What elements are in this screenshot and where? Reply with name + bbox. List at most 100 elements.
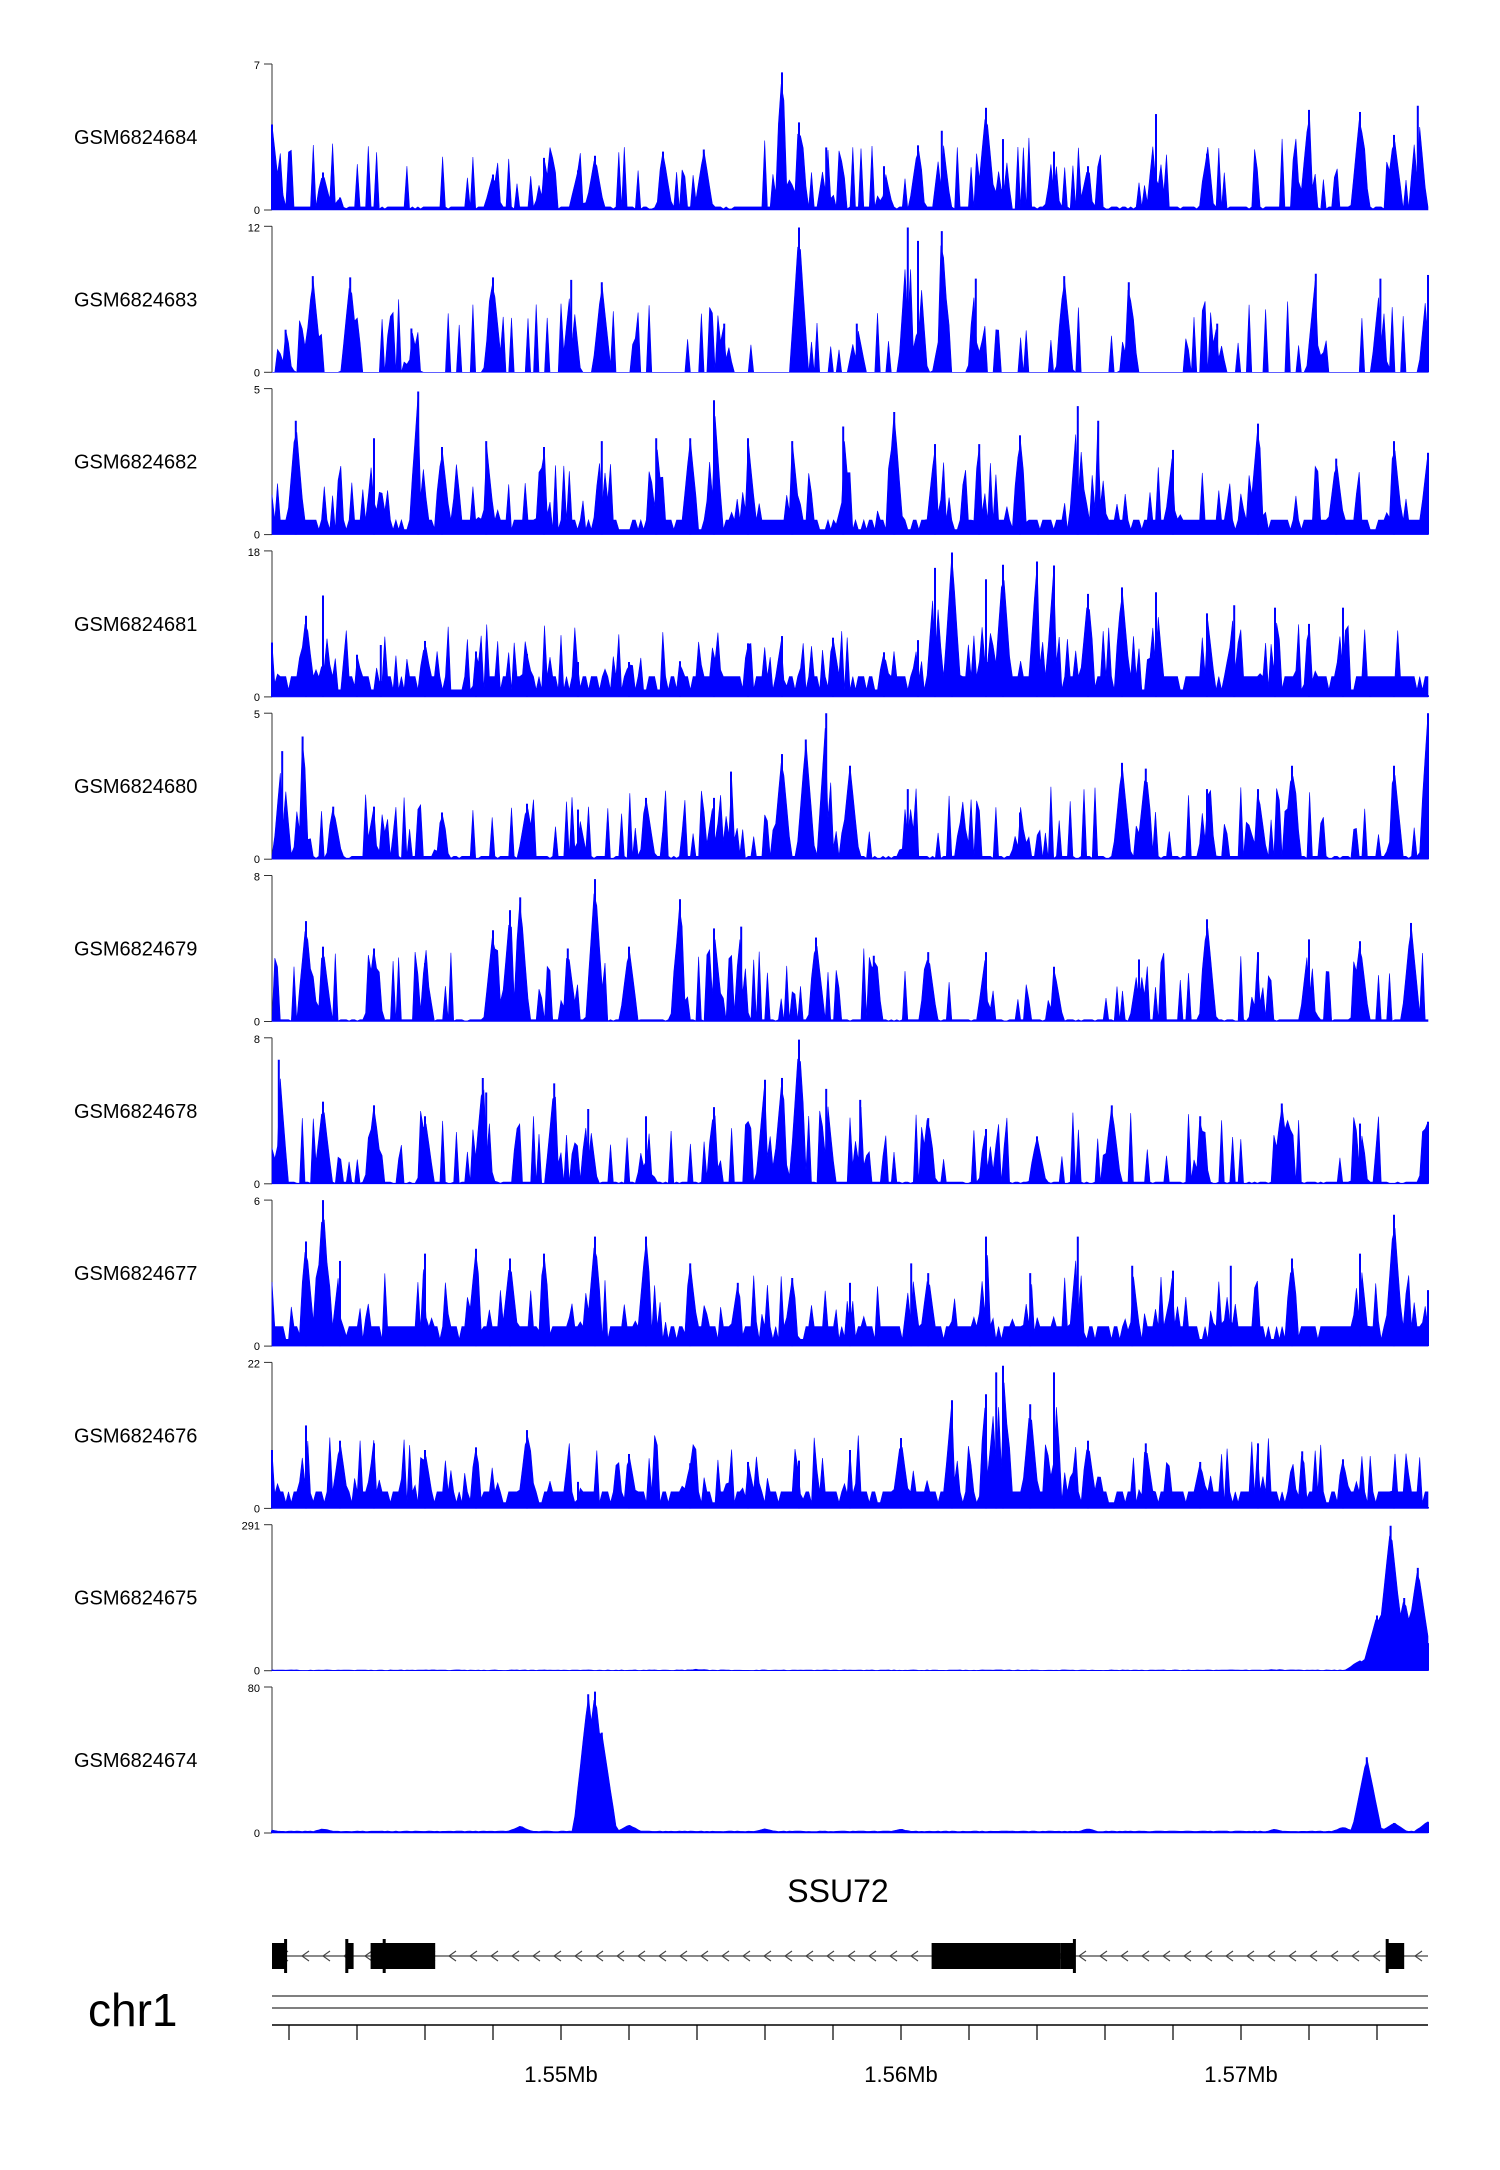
strand-chevron [847,1950,856,1962]
strand-chevron [1267,1950,1276,1962]
track-ymax-label: 22 [248,1358,260,1370]
track-GSM6824682: GSM6824682 5 0 [74,385,1429,542]
gene-exon [1060,1943,1075,1969]
coverage-area [271,1696,1429,1834]
strand-chevron [805,1950,814,1962]
strand-chevron [784,1950,793,1962]
track-ymin-label: 0 [254,1017,260,1029]
gene-exon [346,1943,354,1969]
track-ymax-label: 80 [248,1683,260,1695]
strand-chevron [889,1950,898,1962]
strand-chevron [742,1950,751,1962]
track-ymin-label: 0 [254,530,260,542]
gene-model-track: SSU72 [272,1873,1428,1973]
track-label: GSM6824675 [74,1588,197,1610]
x-tick-label: 1.57Mb [1204,2062,1277,2087]
strand-chevron [448,1950,457,1962]
track-label: GSM6824682 [74,452,197,474]
track-ymax-label: 7 [254,60,260,72]
strand-chevron [910,1950,919,1962]
strand-chevron [637,1950,646,1962]
track-GSM6824679: GSM6824679 8 0 [74,872,1429,1029]
track-label: GSM6824680 [74,776,197,798]
track-GSM6824674: GSM6824674 80 0 [74,1683,1429,1840]
coverage-area [271,1219,1429,1347]
strand-chevron [469,1950,478,1962]
exon-boundary [382,1939,386,1973]
track-label: GSM6824674 [74,1750,197,1772]
strand-chevron [595,1950,604,1962]
track-ymin-label: 0 [254,692,260,704]
exon-boundary [345,1939,349,1973]
strand-chevron [1288,1950,1297,1962]
genomic-axis: chr1 1.55Mb 1.56Mb 1.57Mb [88,1984,1428,2087]
strand-chevron [1351,1950,1360,1962]
strand-chevron [1246,1950,1255,1962]
coverage-area [271,1058,1429,1185]
track-GSM6824675: GSM6824675 291 0 [74,1521,1429,1678]
strand-chevron [763,1950,772,1962]
gene-exon [1387,1943,1405,1969]
strand-chevron [658,1950,667,1962]
strand-chevron [1141,1950,1150,1962]
strand-chevron [1372,1950,1381,1962]
strand-chevron [1078,1950,1087,1962]
track-label: GSM6824684 [74,127,197,149]
track-ymin-label: 0 [254,367,260,379]
strand-chevron [1162,1950,1171,1962]
strand-chevron [1330,1950,1339,1962]
track-GSM6824684: GSM6824684 7 0 [74,60,1429,217]
track-ymax-label: 5 [254,385,260,397]
strand-chevron [490,1950,499,1962]
strand-chevron [1183,1950,1192,1962]
track-label: GSM6824679 [74,939,197,961]
strand-chevron [1120,1950,1129,1962]
gene-label: SSU72 [787,1873,888,1909]
track-ymin-label: 0 [254,1666,260,1678]
track-ymin-label: 0 [254,854,260,866]
coverage-area [271,893,1429,1022]
coverage-area [271,1535,1429,1671]
strand-chevron [553,1950,562,1962]
track-label: GSM6824681 [74,614,197,636]
strand-chevron [721,1950,730,1962]
track-ymax-label: 6 [254,1196,260,1208]
track-GSM6824676: GSM6824676 22 0 [74,1358,1429,1515]
track-label: GSM6824676 [74,1425,197,1447]
strand-chevron [511,1950,520,1962]
track-ymin-label: 0 [254,1179,260,1191]
track-ymin-label: 0 [254,1828,260,1840]
strand-chevron [532,1950,541,1962]
strand-chevron [1099,1950,1108,1962]
chromosome-label: chr1 [88,1984,177,2036]
track-GSM6824677: GSM6824677 6 0 [74,1196,1429,1353]
track-label: GSM6824677 [74,1263,197,1285]
track-label: GSM6824683 [74,289,197,311]
coverage-area [271,83,1429,211]
track-ymin-label: 0 [254,1341,260,1353]
track-GSM6824680: GSM6824680 5 0 [74,709,1429,866]
track-ymax-label: 12 [248,222,260,234]
strand-chevron [1309,1950,1318,1962]
track-ymax-label: 291 [242,1521,260,1533]
track-GSM6824683: GSM6824683 12 0 [74,222,1429,379]
gene-exon [384,1943,436,1969]
track-ymax-label: 5 [254,709,260,721]
strand-chevron [1204,1950,1213,1962]
strand-chevron [679,1950,688,1962]
coverage-area [271,554,1429,698]
strand-chevron [301,1950,310,1962]
strand-chevron [868,1950,877,1962]
x-tick-label: 1.55Mb [524,2062,597,2087]
coverage-tracks: GSM682468470GSM6824683120GSM682468250GSM… [74,60,1429,1840]
track-ymin-label: 0 [254,1503,260,1515]
strand-chevron [616,1950,625,1962]
x-tick-label: 1.56Mb [864,2062,937,2087]
strand-chevron [574,1950,583,1962]
gene-exon [370,1943,385,1969]
track-GSM6824678: GSM6824678 8 0 [74,1034,1429,1191]
coverage-area [272,245,1429,373]
gene-exon [272,1943,286,1969]
strand-chevron [364,1950,373,1962]
